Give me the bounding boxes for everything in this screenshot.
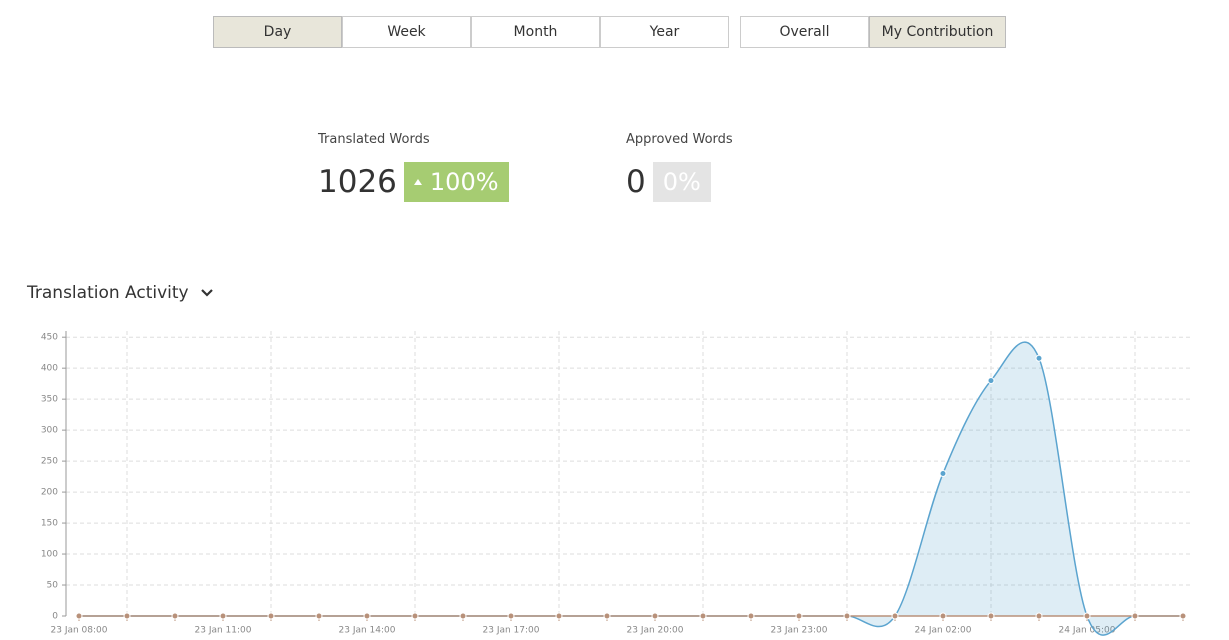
section-title[interactable]: Translation Activity <box>27 283 214 303</box>
data-point <box>123 612 131 620</box>
data-point <box>939 470 947 477</box>
data-point <box>267 612 275 620</box>
stat-label: Translated Words <box>318 132 430 147</box>
data-point <box>987 612 995 620</box>
y-tick-label: 350 <box>41 395 58 405</box>
period-tab[interactable]: Year <box>600 16 729 48</box>
x-tick-label: 23 Jan 14:00 <box>339 626 396 636</box>
data-point <box>315 612 323 620</box>
data-point <box>699 612 707 620</box>
x-tick-label: 23 Jan 11:00 <box>195 626 252 636</box>
stat-change: 0% <box>662 168 701 196</box>
y-tick-label: 400 <box>41 364 58 374</box>
data-point <box>555 612 563 620</box>
data-point <box>219 612 227 620</box>
data-point <box>171 612 179 620</box>
data-point <box>1131 612 1139 620</box>
data-point <box>1035 354 1043 362</box>
x-tick-label: 24 Jan 05:00 <box>1059 626 1116 636</box>
up-arrow-icon <box>413 179 422 185</box>
data-point <box>459 612 467 620</box>
y-tick-label: 0 <box>52 612 58 622</box>
stat-change-badge: 0% <box>652 162 711 202</box>
data-point <box>987 377 995 385</box>
data-point <box>747 612 755 620</box>
y-tick-label: 100 <box>41 550 58 560</box>
area-fill <box>79 342 1183 636</box>
data-point <box>1179 612 1187 620</box>
data-point <box>939 612 947 620</box>
data-point <box>75 612 83 620</box>
data-point <box>843 612 851 620</box>
stat-label: Approved Words <box>626 132 733 147</box>
y-tick-label: 450 <box>41 333 58 343</box>
scope-tab[interactable]: My Contribution <box>869 16 1006 48</box>
x-tick-label: 23 Jan 17:00 <box>483 626 540 636</box>
y-tick-label: 300 <box>41 426 58 436</box>
period-tab[interactable]: Month <box>471 16 600 48</box>
x-tick-label: 23 Jan 20:00 <box>627 626 684 636</box>
stat-change-badge: 100% <box>403 162 509 202</box>
data-point <box>363 612 371 620</box>
period-tab[interactable]: Day <box>213 16 342 48</box>
stat-value: 0 <box>626 164 646 200</box>
data-point <box>651 612 659 620</box>
data-point <box>891 612 899 620</box>
stat-value: 1026 <box>318 164 397 200</box>
section-title-text: Translation Activity <box>27 283 189 303</box>
data-point <box>411 612 419 620</box>
data-point <box>507 612 515 620</box>
data-point <box>1083 612 1091 620</box>
stat-change: 100% <box>429 168 499 196</box>
x-tick-label: 23 Jan 23:00 <box>771 626 828 636</box>
period-tab[interactable]: Week <box>342 16 471 48</box>
x-tick-label: 23 Jan 08:00 <box>51 626 108 636</box>
y-tick-label: 200 <box>41 488 58 498</box>
data-point <box>603 612 611 620</box>
y-tick-label: 250 <box>41 457 58 467</box>
data-point <box>1035 612 1043 620</box>
x-tick-label: 24 Jan 02:00 <box>915 626 972 636</box>
data-point <box>795 612 803 620</box>
chevron-icon <box>201 289 213 297</box>
y-tick-label: 50 <box>47 581 59 591</box>
scope-tab[interactable]: Overall <box>740 16 869 48</box>
y-tick-label: 150 <box>41 519 58 529</box>
